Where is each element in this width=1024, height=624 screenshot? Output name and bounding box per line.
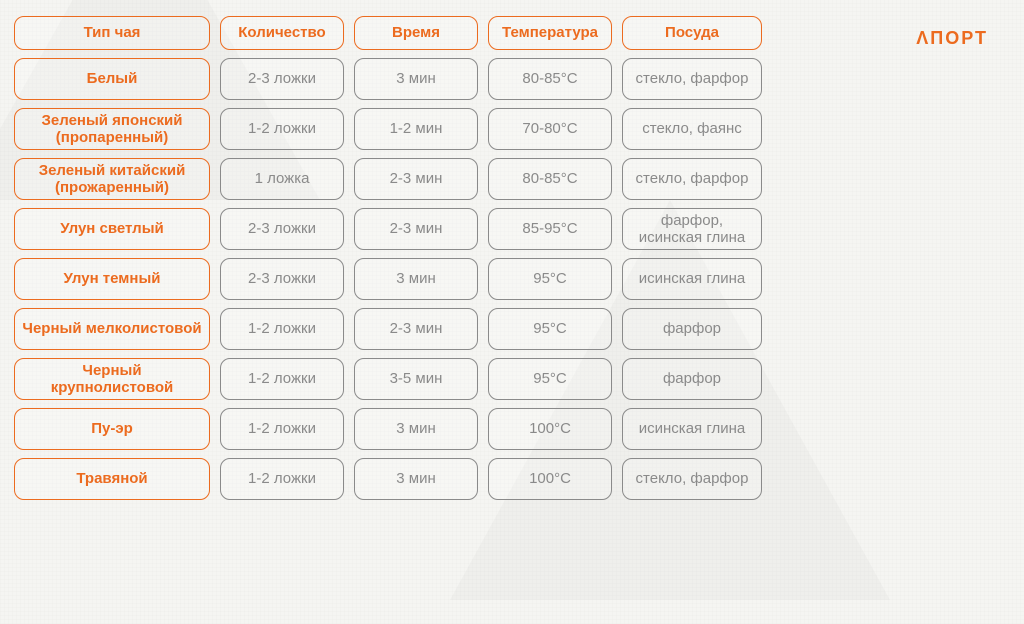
cell-dishes: фарфор, исинская глина <box>622 208 762 250</box>
cell-tea-type: Черный крупнолистовой <box>14 358 210 400</box>
table-row: Зеленый японский (пропаренный)1-2 ложки1… <box>14 108 1010 150</box>
cell-time: 3 мин <box>354 408 478 450</box>
table-row: Зеленый китайский (прожаренный)1 ложка2-… <box>14 158 1010 200</box>
cell-temperature: 80-85°C <box>488 58 612 100</box>
cell-quantity: 1-2 ложки <box>220 108 344 150</box>
cell-dishes: фарфор <box>622 358 762 400</box>
cell-time: 2-3 мин <box>354 208 478 250</box>
cell-dishes: исинская глина <box>622 408 762 450</box>
cell-time: 3 мин <box>354 58 478 100</box>
cell-dishes: стекло, фарфор <box>622 58 762 100</box>
cell-tea-type: Белый <box>14 58 210 100</box>
cell-quantity: 1-2 ложки <box>220 308 344 350</box>
cell-time: 3-5 мин <box>354 358 478 400</box>
cell-temperature: 100°C <box>488 408 612 450</box>
col-header-time: Время <box>354 16 478 50</box>
table-header-row: Тип чая Количество Время Температура Пос… <box>14 16 1010 50</box>
cell-quantity: 2-3 ложки <box>220 258 344 300</box>
cell-quantity: 1-2 ложки <box>220 408 344 450</box>
cell-temperature: 95°C <box>488 258 612 300</box>
cell-time: 2-3 мин <box>354 158 478 200</box>
table-row: Улун светлый2-3 ложки2-3 мин85-95°Cфарфо… <box>14 208 1010 250</box>
cell-quantity: 2-3 ложки <box>220 58 344 100</box>
cell-time: 1-2 мин <box>354 108 478 150</box>
cell-temperature: 70-80°C <box>488 108 612 150</box>
cell-quantity: 1-2 ложки <box>220 358 344 400</box>
cell-tea-type: Травяной <box>14 458 210 500</box>
cell-tea-type: Зеленый японский (пропаренный) <box>14 108 210 150</box>
cell-temperature: 100°C <box>488 458 612 500</box>
cell-tea-type: Пу-эр <box>14 408 210 450</box>
cell-dishes: стекло, фарфор <box>622 458 762 500</box>
cell-quantity: 1-2 ложки <box>220 458 344 500</box>
cell-tea-type: Зеленый китайский (прожаренный) <box>14 158 210 200</box>
table-row: Пу-эр1-2 ложки3 мин100°Cисинская глина <box>14 408 1010 450</box>
cell-temperature: 80-85°C <box>488 158 612 200</box>
cell-temperature: 95°C <box>488 358 612 400</box>
table-row: Черный крупнолистовой1-2 ложки3-5 мин95°… <box>14 358 1010 400</box>
cell-tea-type: Улун светлый <box>14 208 210 250</box>
cell-time: 2-3 мин <box>354 308 478 350</box>
brand-logo: ΛПОРТ <box>916 28 988 49</box>
table-row: Улун темный2-3 ложки3 мин95°Cисинская гл… <box>14 258 1010 300</box>
cell-dishes: исинская глина <box>622 258 762 300</box>
col-header-quantity: Количество <box>220 16 344 50</box>
cell-tea-type: Черный мелколистовой <box>14 308 210 350</box>
col-header-temperature: Температура <box>488 16 612 50</box>
cell-dishes: стекло, фарфор <box>622 158 762 200</box>
tea-brewing-table: Тип чая Количество Время Температура Пос… <box>0 0 1024 522</box>
cell-temperature: 85-95°C <box>488 208 612 250</box>
cell-dishes: фарфор <box>622 308 762 350</box>
cell-quantity: 2-3 ложки <box>220 208 344 250</box>
col-header-dishes: Посуда <box>622 16 762 50</box>
table-row: Белый2-3 ложки3 мин80-85°Cстекло, фарфор <box>14 58 1010 100</box>
cell-tea-type: Улун темный <box>14 258 210 300</box>
col-header-type: Тип чая <box>14 16 210 50</box>
table-row: Травяной1-2 ложки3 мин100°Cстекло, фарфо… <box>14 458 1010 500</box>
cell-time: 3 мин <box>354 458 478 500</box>
cell-dishes: стекло, фаянс <box>622 108 762 150</box>
cell-time: 3 мин <box>354 258 478 300</box>
cell-quantity: 1 ложка <box>220 158 344 200</box>
table-row: Черный мелколистовой1-2 ложки2-3 мин95°C… <box>14 308 1010 350</box>
cell-temperature: 95°C <box>488 308 612 350</box>
